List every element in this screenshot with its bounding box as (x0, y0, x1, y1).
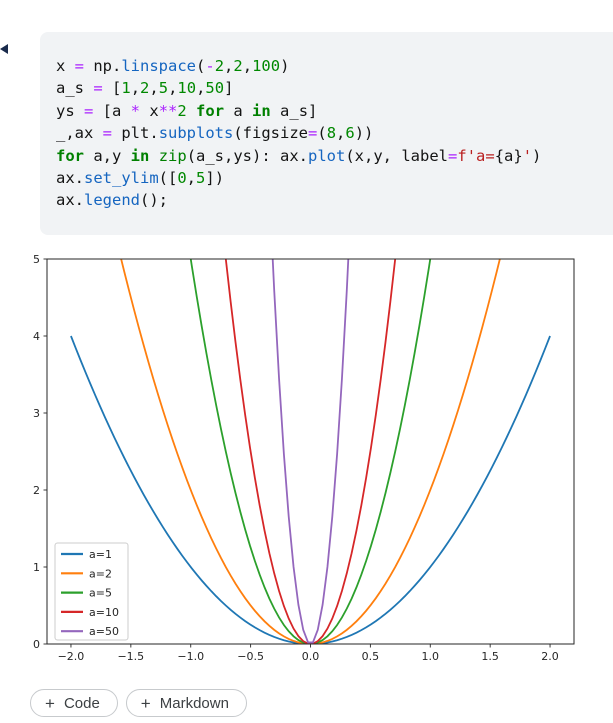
series-line-a=10 (224, 259, 397, 644)
x-tick-label: −0.5 (237, 650, 264, 663)
legend: a=1 a=2 a=5 a=10 a=50 (54, 542, 129, 641)
code-line[interactable]: for a,y in zip(a_s,ys): ax.plot(x,y, lab… (56, 146, 542, 165)
cell-collapse-arrow-icon[interactable] (0, 44, 8, 54)
legend-label: a=5 (89, 587, 112, 600)
plus-icon: + (45, 693, 55, 713)
plus-icon: + (140, 693, 151, 713)
y-tick-label: 2 (33, 484, 40, 497)
legend-label: a=2 (89, 567, 112, 580)
series-line-a=1 (70, 335, 551, 644)
x-tick-label: 0.5 (362, 650, 380, 663)
series-line-a=50 (271, 259, 350, 644)
x-tick-label: 0.0 (302, 650, 320, 663)
x-tick-label: −1.5 (117, 650, 144, 663)
y-tick-label: 4 (33, 330, 40, 343)
code-line[interactable]: _,ax = plt.subplots(figsize=(8,6)) (56, 124, 374, 143)
add-markdown-button[interactable]: + Markdown (125, 689, 247, 717)
add-code-button[interactable]: + Code (30, 689, 118, 717)
x-tick-label: 1.0 (422, 650, 440, 663)
legend-label: a=50 (89, 625, 119, 638)
code-editor[interactable]: x = np.linspace(-2,2,100) a_s = [1,2,5,10… (40, 32, 613, 235)
chart-svg: −2.0 −1.5 −1.0 −0.5 0.0 0.5 1.0 1.5 2.0 0 1 2 3 4 5 a=1… (33, 253, 575, 663)
y-tick-label: 1 (33, 561, 40, 574)
code-line[interactable]: ax.set_ylim([0,5]) (56, 169, 225, 188)
code-line[interactable]: a_s = [1,2,5,10,50] (56, 79, 234, 98)
x-tick-label: −1.0 (177, 650, 204, 663)
y-tick-label: 5 (33, 253, 40, 266)
code-cell[interactable]: x = np.linspace(-2,2,100) a_s = [1,2,5,10… (40, 32, 613, 235)
add-markdown-label: Markdown (159, 694, 229, 712)
legend-label: a=10 (89, 606, 119, 619)
series-line-a=5 (189, 259, 432, 644)
code-line[interactable]: ax.legend(); (56, 191, 168, 210)
x-tick-label: 2.0 (541, 650, 559, 663)
add-code-label: Code (63, 694, 100, 712)
legend-label: a=1 (89, 548, 112, 561)
output-figure: −2.0 −1.5 −1.0 −0.5 0.0 0.5 1.0 1.5 2.0 0 1 2 3 4 5 a=1… (0, 245, 613, 680)
y-tick-label: 0 (33, 638, 40, 651)
y-tick-label: 3 (33, 407, 40, 420)
x-tick-label: −2.0 (58, 650, 85, 663)
code-line[interactable]: ys = [a * x**2 for a in a_s] (56, 101, 318, 120)
x-tick-label: 1.5 (481, 650, 499, 663)
series-line-a=2 (120, 259, 501, 644)
cell-actions-bar: + Code + Markdown (30, 689, 247, 717)
code-line[interactable]: x = np.linspace(-2,2,100) (56, 57, 290, 75)
legend-box (54, 542, 129, 641)
